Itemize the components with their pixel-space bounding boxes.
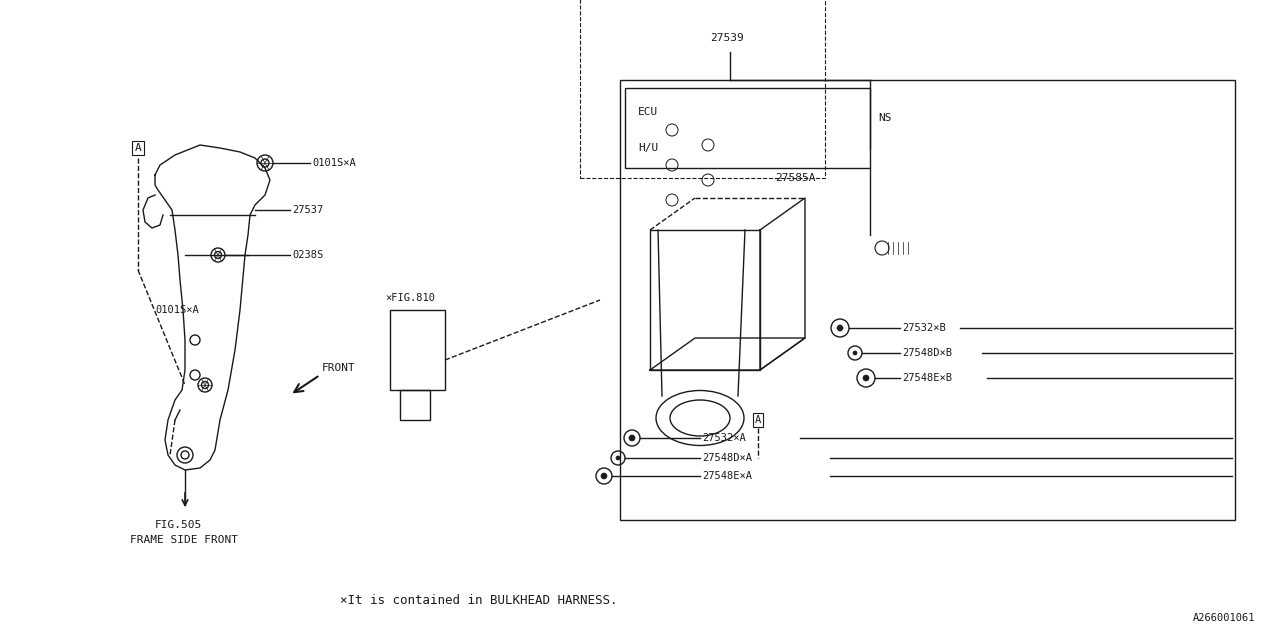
Bar [580,0,826,178]
Text: 27532×B: 27532×B [902,323,946,333]
Circle shape [852,351,858,355]
Text: NS: NS [878,113,891,123]
Text: 27537: 27537 [292,205,324,215]
Circle shape [863,375,869,381]
Text: ECU: ECU [637,107,658,117]
Text: A: A [134,143,141,153]
Text: FIG.505: FIG.505 [155,520,202,530]
Text: ×It is contained in BULKHEAD HARNESS.: ×It is contained in BULKHEAD HARNESS. [340,593,617,607]
Bar [390,310,445,390]
Bar [401,390,430,420]
Text: 27532×A: 27532×A [701,433,746,443]
Text: 0101S×A: 0101S×A [312,158,356,168]
Text: 0238S: 0238S [292,250,324,260]
Text: 27548D×B: 27548D×B [902,348,952,358]
Text: A266001061: A266001061 [1193,613,1254,623]
Text: 27585A: 27585A [774,173,815,183]
Circle shape [602,473,607,479]
Text: H/U: H/U [637,143,658,153]
Text: FRAME SIDE FRONT: FRAME SIDE FRONT [131,535,238,545]
Ellipse shape [657,390,744,445]
Text: FRONT: FRONT [323,363,356,373]
Ellipse shape [669,400,730,436]
Circle shape [628,435,635,441]
Text: 27548E×A: 27548E×A [701,471,753,481]
Bar [625,88,870,168]
Circle shape [837,325,844,331]
Circle shape [616,456,620,460]
Text: A: A [755,415,762,425]
Text: 27548E×B: 27548E×B [902,373,952,383]
Text: 0101S×A: 0101S×A [155,305,198,315]
Bar [620,80,1235,520]
Text: ×FIG.810: ×FIG.810 [385,293,435,303]
Text: 27548D×A: 27548D×A [701,453,753,463]
Bar [650,230,760,370]
Text: 27539: 27539 [710,33,744,43]
